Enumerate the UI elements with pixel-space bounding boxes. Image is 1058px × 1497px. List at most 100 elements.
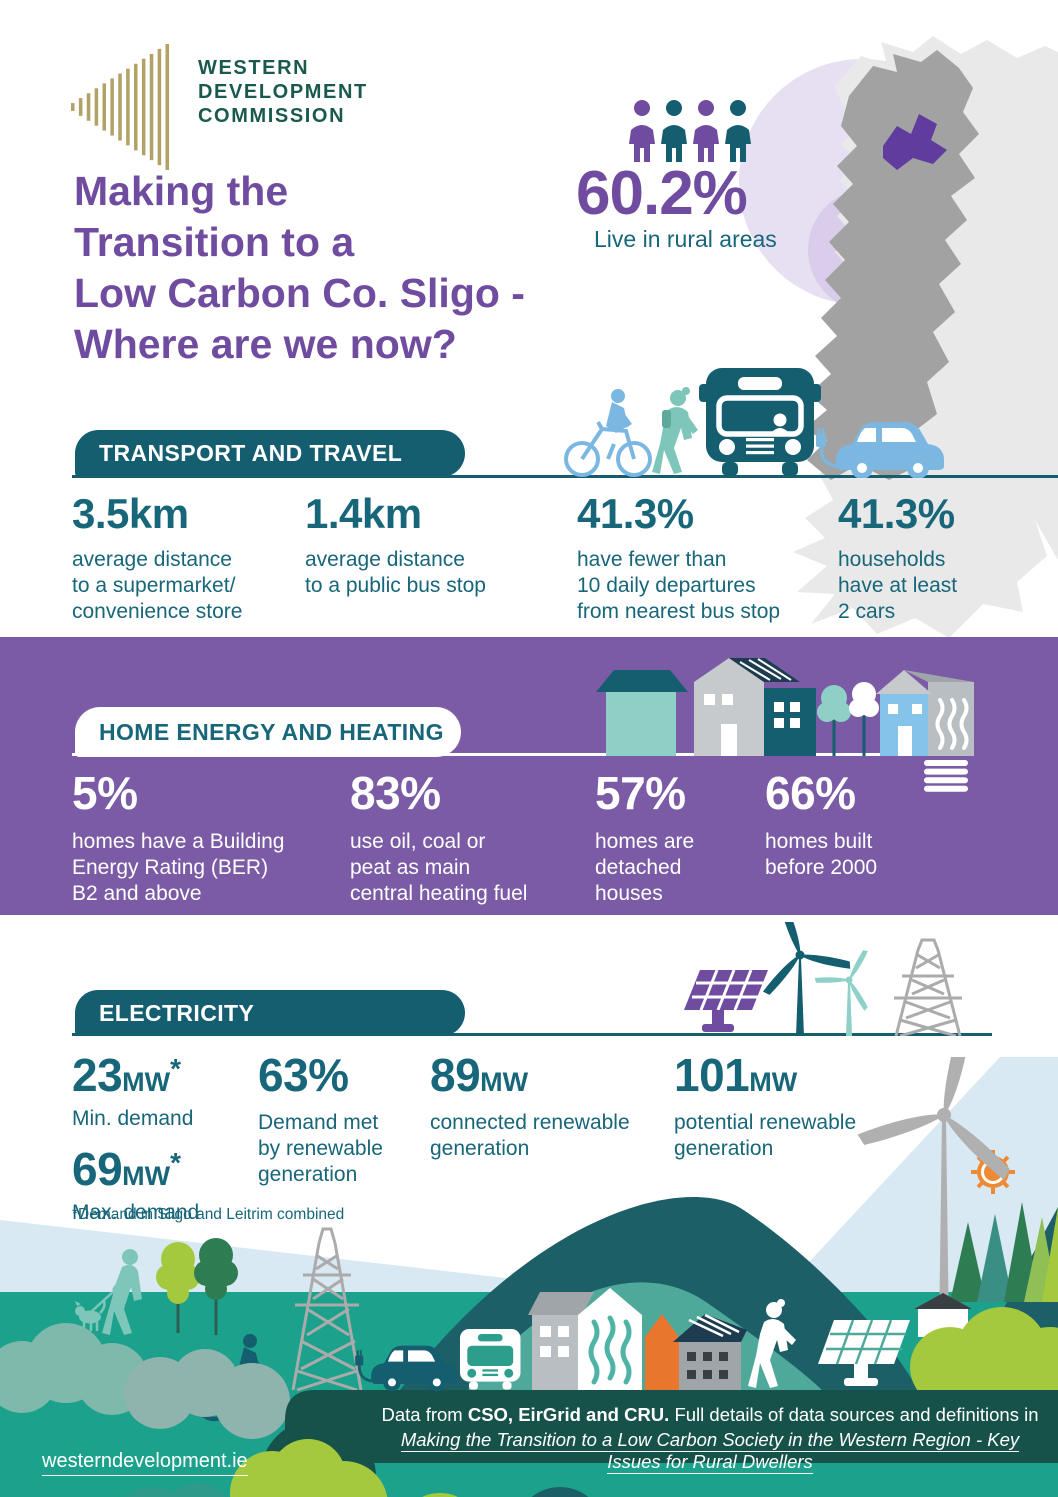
stat-value: 41.3% [838, 490, 955, 537]
electricity-stat: 101MW potential renewable generation [674, 1048, 856, 1162]
solar-panel-icon [684, 969, 768, 1032]
rural-label: Live in rural areas [594, 226, 777, 252]
stat-value: 66% [765, 767, 856, 819]
wind-turbine-footer-icon [857, 1057, 1010, 1333]
stat-desc: Max. demand [72, 1201, 200, 1224]
demand-footnote: *Demand in Sligo and Leitrim combined [72, 1206, 345, 1223]
wdc-logo-text: WESTERN DEVELOPMENT COMMISSION [198, 56, 368, 128]
stat-value: 63% [258, 1049, 349, 1101]
stat-desc: use oil, coal or peat as main central he… [350, 830, 528, 905]
transport-stat: 1.4km average distance to a public bus s… [305, 490, 486, 599]
home-heading-label: HOME ENERGY AND HEATING [99, 718, 444, 745]
bushes-right [910, 1307, 1058, 1419]
wind-turbine-small-icon [814, 950, 868, 1036]
website-link[interactable]: westerndevelopment.ie [42, 1450, 248, 1476]
electricity-stat: 89MW connected renewable generation [430, 1048, 630, 1162]
solar-house-icon [694, 658, 816, 756]
stat-value: 57% [595, 767, 686, 819]
transport-divider [72, 475, 1058, 478]
rural-percentage: 60.2% [576, 159, 748, 228]
electric-car-icon [816, 422, 944, 478]
home-stat: 57% homes are detached houses [595, 766, 694, 907]
stat-value: 83% [350, 767, 441, 819]
source-orgs: CSO, EirGrid and CRU. [467, 1404, 670, 1425]
stat-value: 5% [72, 767, 138, 819]
stat-desc: potential renewable generation [674, 1111, 857, 1160]
stat-value: 69MW* [72, 1143, 181, 1195]
report-title-line: Making the Transition to a Low Carbon So… [380, 1429, 1040, 1474]
home-energy-section [0, 637, 1058, 915]
report-title-link[interactable]: Making the Transition to a Low Carbon So… [400, 1429, 1020, 1474]
home-stat: 66% homes built before 2000 [765, 766, 877, 881]
mountain [400, 1197, 918, 1390]
hill-right [960, 1207, 1058, 1390]
cyclist-footer-icon [195, 1334, 285, 1422]
stat-desc: Demand met by renewable generation [258, 1111, 383, 1186]
heated-house-footer-icon [528, 1288, 642, 1390]
orange-house-icon [645, 1313, 747, 1390]
stat-desc: households have at least 2 cars [838, 548, 958, 623]
stat-desc: have fewer than 10 daily departures from… [577, 548, 781, 623]
transport-icons [564, 368, 944, 478]
stat-desc: Min. demand [72, 1107, 194, 1130]
white-houses-icon [914, 1293, 1018, 1379]
bus-footer-icon [460, 1329, 521, 1390]
stat-value: 89MW [430, 1049, 529, 1101]
title-line: Low Carbon Co. Sligo - [74, 270, 525, 316]
houses-icons [596, 658, 974, 756]
electricity-icons [684, 922, 962, 1036]
stat-desc: homes are detached houses [595, 830, 695, 905]
pylon-icon [894, 938, 962, 1036]
source-prefix: Data from [381, 1404, 468, 1425]
pedestrian-icon [652, 387, 698, 474]
tree-icon [817, 682, 879, 756]
electricity-stat: 23MW* Min. demand 69MW* Max. demand [72, 1048, 199, 1226]
logo-line: DEVELOPMENT [198, 81, 368, 103]
bushes-left [0, 1323, 290, 1439]
stat-value: 1.4km [305, 490, 422, 537]
bus-icon [699, 368, 821, 476]
electricity-heading-label: ELECTRICITY [99, 999, 255, 1026]
electric-car-footer-icon [355, 1345, 458, 1392]
transport-section-heading: TRANSPORT AND TRAVEL [75, 430, 465, 477]
trees-left-icon [156, 1238, 238, 1335]
electricity-stat: 63% Demand met by renewable generation [258, 1048, 383, 1188]
title-line: Where are we now? [74, 321, 457, 367]
logo-line: COMMISSION [198, 105, 346, 127]
data-source-line: Data from CSO, EirGrid and CRU. Full det… [380, 1404, 1040, 1426]
page-title: Making the Transition to a Low Carbon Co… [74, 166, 525, 370]
logo-line: WESTERN [198, 57, 310, 79]
stat-desc: homes built before 2000 [765, 830, 878, 879]
stat-desc: connected renewable generation [430, 1111, 630, 1160]
ireland-map [739, 36, 1058, 638]
home-divider [72, 753, 970, 756]
title-line: Making the [74, 168, 289, 214]
title-line: Transition to a [74, 219, 355, 265]
radiator-icon [924, 760, 968, 792]
stat-value: 101MW [674, 1049, 798, 1101]
solar-panel-footer-icon [818, 1319, 910, 1386]
transport-stat: 41.3% have fewer than 10 daily departure… [577, 490, 780, 625]
stat-desc: homes have a Building Energy Rating (BER… [72, 830, 285, 905]
wdc-logo-icon [71, 44, 170, 170]
stat-desc: average distance to a public bus stop [305, 548, 486, 597]
walking-person-footer-icon [748, 1299, 796, 1388]
sun-icon [971, 1150, 1015, 1194]
stat-desc: average distance to a supermarket/ conve… [72, 548, 243, 623]
stat-value: 41.3% [577, 490, 694, 537]
electricity-section-heading: ELECTRICITY [75, 990, 465, 1036]
transport-stat: 41.3% households have at least 2 cars [838, 490, 957, 625]
cyclist-icon [564, 389, 652, 477]
stat-value: 3.5km [72, 490, 189, 537]
wind-turbine-icon [762, 922, 851, 1036]
electricity-divider [72, 1033, 992, 1036]
people-icon [629, 100, 751, 162]
home-stat: 83% use oil, coal or peat as main centra… [350, 766, 527, 907]
transport-stat: 3.5km average distance to a supermarket/… [72, 490, 242, 625]
transport-heading-label: TRANSPORT AND TRAVEL [99, 440, 403, 466]
dog-walker-icon [75, 1249, 142, 1335]
home-section-heading: HOME ENERGY AND HEATING [75, 707, 461, 757]
bungalow-icon [596, 670, 688, 756]
evergreen-trees-icon [950, 1202, 1058, 1302]
